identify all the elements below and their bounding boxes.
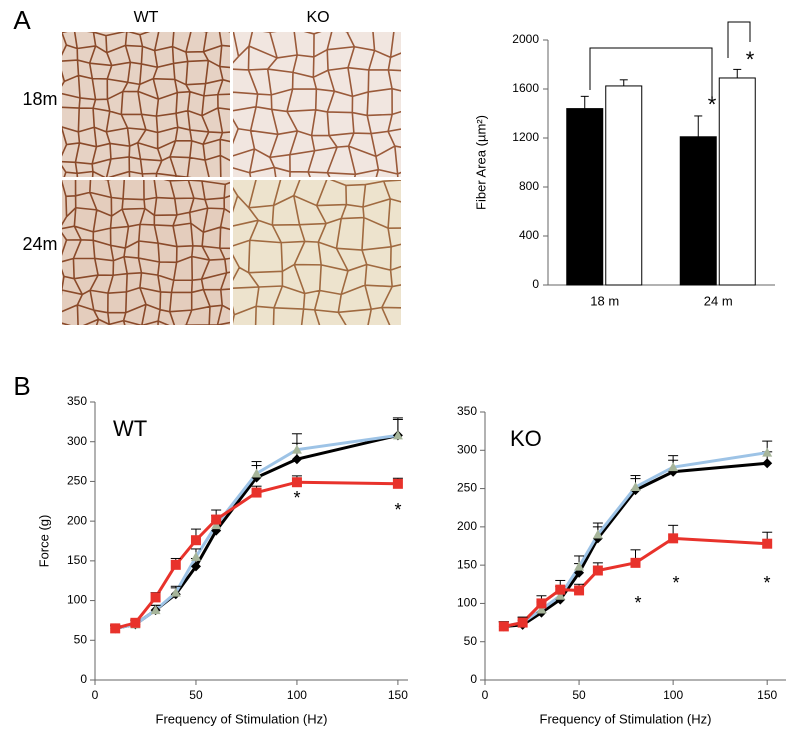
- marker: [762, 458, 773, 469]
- panel-label: A: [13, 5, 31, 35]
- y-tick-label: 2000: [512, 32, 539, 46]
- chart-label: WT: [113, 416, 147, 441]
- y-tick-label: 250: [457, 481, 477, 495]
- x-tick-label: 0: [482, 688, 489, 702]
- marker: [630, 557, 641, 568]
- marker: [211, 514, 222, 525]
- marker: [762, 538, 773, 549]
- significance-star: *: [634, 593, 641, 613]
- image-column-label: KO: [306, 9, 329, 26]
- y-tick-label: 250: [67, 474, 87, 488]
- marker: [668, 533, 679, 544]
- marker: [574, 561, 585, 571]
- y-tick-label: 300: [457, 442, 477, 456]
- marker: [574, 585, 585, 596]
- significance-star: *: [672, 573, 679, 593]
- marker: [130, 617, 141, 628]
- panel-label: B: [13, 371, 30, 401]
- marker: [392, 430, 403, 440]
- marker: [211, 520, 222, 530]
- x-tick-label: 24 m: [704, 293, 733, 308]
- x-axis-label: Frequency of Stimulation (Hz): [540, 711, 712, 726]
- marker: [498, 621, 509, 632]
- marker: [536, 598, 547, 609]
- y-tick-label: 0: [532, 277, 539, 291]
- marker: [592, 529, 603, 539]
- y-tick-label: 0: [470, 672, 477, 686]
- y-tick-label: 200: [67, 513, 87, 527]
- bar: [718, 77, 756, 286]
- significance-star: *: [394, 500, 401, 520]
- x-tick-label: 100: [287, 688, 307, 702]
- marker: [150, 605, 161, 615]
- significance-star: *: [293, 488, 300, 508]
- marker: [150, 592, 161, 603]
- significance-star: *: [746, 47, 755, 72]
- x-tick-label: 18 m: [590, 293, 619, 308]
- image-row-label: 18m: [22, 89, 57, 109]
- y-tick-label: 100: [67, 593, 87, 607]
- bar: [679, 136, 717, 286]
- x-tick-label: 150: [757, 688, 777, 702]
- y-tick-label: 800: [519, 179, 539, 193]
- y-axis-label: Force (g): [36, 515, 51, 568]
- marker: [291, 477, 302, 488]
- chart-label: KO: [510, 426, 542, 451]
- bar: [566, 108, 604, 286]
- y-tick-label: 400: [519, 228, 539, 242]
- micrographs: [62, 32, 401, 325]
- micrograph: [62, 180, 230, 325]
- marker: [536, 604, 547, 614]
- y-tick-label: 0: [80, 672, 87, 686]
- cell-borders: [233, 32, 401, 177]
- x-tick-label: 0: [92, 688, 99, 702]
- marker: [190, 561, 201, 572]
- marker: [668, 462, 679, 472]
- cell-borders: [233, 180, 401, 325]
- bar: [605, 85, 643, 286]
- marker: [555, 590, 566, 600]
- significance-star: *: [763, 573, 770, 593]
- marker: [110, 623, 121, 634]
- y-tick-label: 300: [67, 434, 87, 448]
- x-tick-label: 150: [388, 688, 408, 702]
- marker: [291, 444, 302, 454]
- y-tick-label: 200: [457, 519, 477, 533]
- x-tick-label: 50: [572, 688, 586, 702]
- marker: [190, 551, 201, 561]
- image-row-label: 24m: [22, 234, 57, 254]
- y-tick-label: 150: [67, 553, 87, 567]
- cell-borders: [62, 32, 230, 177]
- y-tick-label: 1600: [512, 81, 539, 95]
- x-tick-label: 100: [663, 688, 683, 702]
- x-tick-label: 50: [189, 688, 203, 702]
- marker: [517, 617, 528, 628]
- cell-borders: [62, 180, 230, 325]
- y-tick-label: 350: [67, 394, 87, 408]
- y-tick-label: 50: [464, 634, 478, 648]
- x-axis-label: Frequency of Stimulation (Hz): [156, 711, 328, 726]
- marker: [251, 487, 262, 498]
- image-column-label: WT: [134, 9, 159, 26]
- marker: [291, 454, 302, 465]
- y-tick-label: 150: [457, 557, 477, 571]
- significance-brackets: [589, 21, 751, 98]
- y-tick-label: 50: [74, 632, 88, 646]
- micrograph: [62, 32, 230, 177]
- marker: [592, 565, 603, 576]
- marker: [392, 478, 403, 489]
- y-axis-label: Fiber Area (µm²): [473, 115, 488, 210]
- marker: [762, 447, 773, 457]
- marker: [190, 535, 201, 546]
- y-tick-label: 350: [457, 404, 477, 418]
- marker: [555, 584, 566, 595]
- y-tick-label: 100: [457, 596, 477, 610]
- marker: [170, 559, 181, 570]
- marker: [630, 482, 641, 492]
- y-tick-label: 1200: [512, 130, 539, 144]
- marker: [170, 587, 181, 597]
- marker: [251, 468, 262, 478]
- significance-star: *: [708, 92, 717, 117]
